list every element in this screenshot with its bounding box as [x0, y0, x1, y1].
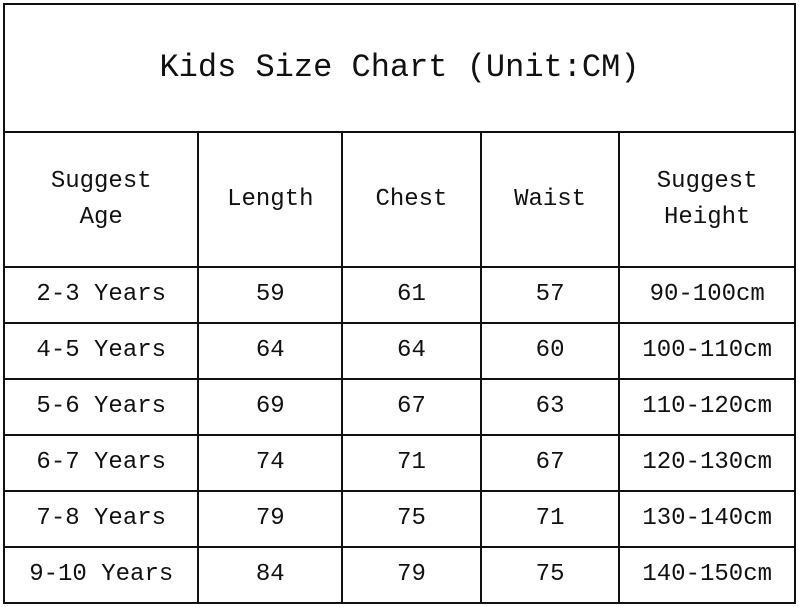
- header-length: Length: [197, 131, 344, 269]
- cell-age: 9-10 Years: [2, 546, 200, 604]
- table-row: 9-10 Years 84 79 75 140-150cm: [2, 546, 796, 604]
- table-row: 6-7 Years 74 71 67 120-130cm: [2, 434, 796, 493]
- cell-height: 110-120cm: [618, 378, 796, 437]
- header-waist: Waist: [479, 131, 621, 269]
- cell-chest: 75: [341, 490, 482, 549]
- header-suggest-height: Suggest Height: [618, 131, 796, 269]
- cell-waist: 60: [479, 322, 621, 381]
- table-title: Kids Size Chart (Unit:CM): [3, 2, 796, 134]
- cell-waist: 57: [479, 266, 621, 325]
- table-row: 7-8 Years 79 75 71 130-140cm: [2, 490, 796, 549]
- cell-height: 140-150cm: [618, 546, 796, 604]
- header-line: Age: [79, 203, 123, 231]
- cell-chest: 61: [341, 266, 482, 325]
- cell-length: 79: [197, 490, 344, 549]
- cell-chest: 64: [341, 322, 482, 381]
- header-suggest-age: Suggest Age: [2, 131, 200, 269]
- header-row: Suggest Age Length Chest Waist Suggest Hei…: [2, 131, 796, 269]
- cell-length: 84: [197, 546, 344, 604]
- cell-chest: 71: [341, 434, 482, 493]
- cell-waist: 63: [479, 378, 621, 437]
- cell-height: 120-130cm: [618, 434, 796, 493]
- cell-height: 90-100cm: [618, 266, 796, 325]
- cell-age: 2-3 Years: [2, 266, 200, 325]
- table-row: 5-6 Years 69 67 63 110-120cm: [2, 378, 796, 437]
- cell-length: 69: [197, 378, 344, 437]
- cell-waist: 75: [479, 546, 621, 604]
- cell-length: 64: [197, 322, 344, 381]
- cell-age: 7-8 Years: [2, 490, 200, 549]
- cell-chest: 67: [341, 378, 482, 437]
- cell-waist: 71: [479, 490, 621, 549]
- table-row: 2-3 Years 59 61 57 90-100cm: [2, 266, 796, 325]
- cell-age: 5-6 Years: [2, 378, 200, 437]
- header-line: Height: [663, 203, 751, 231]
- header-chest: Chest: [341, 131, 482, 269]
- header-line: Suggest: [50, 167, 152, 195]
- cell-height: 100-110cm: [618, 322, 796, 381]
- cell-waist: 67: [479, 434, 621, 493]
- cell-age: 6-7 Years: [2, 434, 200, 493]
- header-line: Suggest: [656, 167, 758, 195]
- table-row: 4-5 Years 64 64 60 100-110cm: [2, 322, 796, 381]
- cell-length: 59: [197, 266, 344, 325]
- cell-height: 130-140cm: [618, 490, 796, 549]
- cell-age: 4-5 Years: [2, 322, 200, 381]
- cell-length: 74: [197, 434, 344, 493]
- cell-chest: 79: [341, 546, 482, 604]
